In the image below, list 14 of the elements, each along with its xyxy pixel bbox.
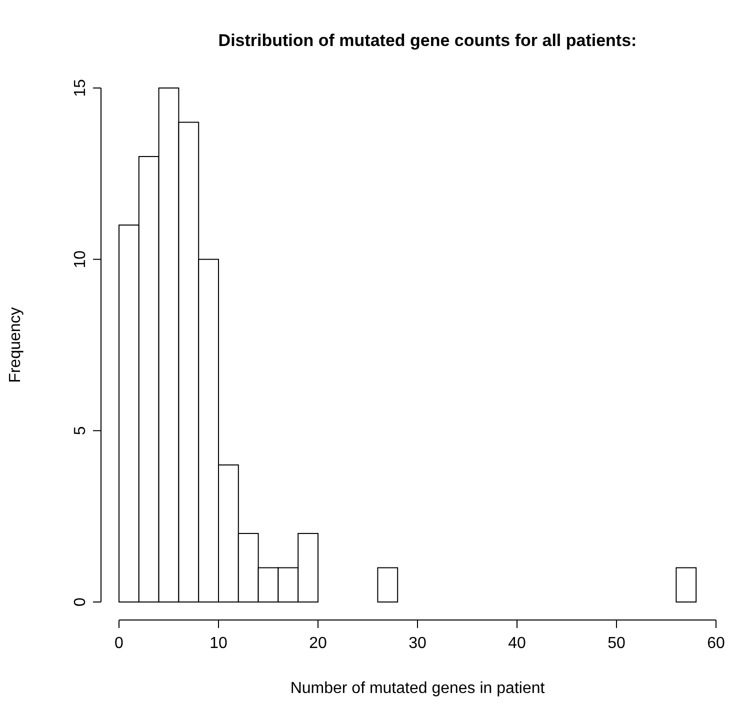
- y-tick-label: 15: [72, 79, 89, 97]
- x-tick-label: 40: [508, 635, 526, 652]
- x-tick-label: 60: [707, 635, 725, 652]
- y-tick-label: 5: [72, 426, 89, 436]
- x-axis-title: Number of mutated genes in patient: [290, 680, 546, 697]
- chart-title: Distribution of mutated gene counts for all patients:: [218, 31, 637, 50]
- y-tick-label: 10: [72, 250, 89, 268]
- x-tick-label: 20: [309, 635, 327, 652]
- x-tick-label: 0: [114, 635, 124, 652]
- y-axis-title: Frequency: [7, 307, 24, 383]
- x-tick-label: 10: [210, 635, 228, 652]
- x-tick-label: 50: [608, 635, 626, 652]
- x-tick-label: 30: [408, 635, 426, 652]
- y-tick-label: 0: [72, 597, 89, 606]
